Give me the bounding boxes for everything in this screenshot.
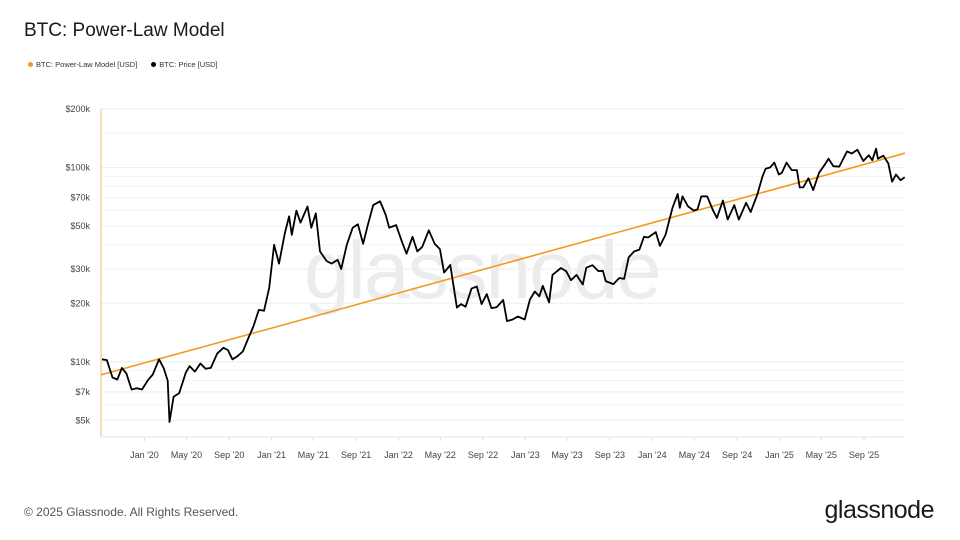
legend-dot-model [28,62,33,67]
x-tick-label: Sep '22 [468,450,498,460]
x-tick-label: May '24 [679,450,710,460]
y-tick-label: $50k [70,221,90,231]
x-tick-label: Jan '20 [130,450,159,460]
x-tick-label: May '22 [425,450,456,460]
y-axis: $200k $100k $70k $50k $30k $20k $10k $7k $5k [65,104,102,437]
y-tick-label: $70k [70,193,90,203]
y-tick-label: $100k [65,162,90,172]
x-tick-label: Sep '25 [849,450,879,460]
y-tick-label: $7k [75,387,90,397]
legend-item-model[interactable]: BTC: Power-Law Model [USD] [28,60,137,69]
x-tick-label: Sep '20 [214,450,244,460]
y-tick-label: $200k [65,104,90,114]
legend-dot-price [151,62,157,67]
x-tick-label: May '23 [552,450,583,460]
y-tick-label: $5k [75,415,90,425]
chart-title: BTC: Power-Law Model [24,20,225,41]
x-tick-label: Jan '22 [384,450,413,460]
y-tick-label: $30k [70,264,90,274]
y-tick-label: $20k [70,298,90,308]
copyright: © 2025 Glassnode. All Rights Reserved. [24,505,239,519]
x-tick-label: May '21 [298,450,329,460]
price-line [101,147,906,423]
series-lines [100,147,906,423]
legend: BTC: Power-Law Model [USD] BTC: Price [U… [28,60,218,69]
x-tick-label: Sep '24 [722,450,752,460]
x-tick-label: May '25 [806,450,837,460]
legend-label-price: BTC: Price [USD] [159,60,218,69]
legend-label-model: BTC: Power-Law Model [USD] [36,60,138,69]
x-tick-label: Sep '21 [341,450,371,460]
glassnode-logo: glassnode [824,496,935,524]
x-tick-label: Jan '25 [765,450,794,460]
x-tick-label: Jan '23 [511,450,540,460]
x-tick-label: May '20 [171,450,202,460]
x-axis: Jan '20 May '20 Sep '20 Jan '21 May '21 Sep '… [101,436,905,460]
legend-item-price[interactable]: BTC: Price [USD] [151,60,218,69]
y-tick-label: $10k [70,357,90,367]
x-tick-label: Sep '23 [595,450,625,460]
x-tick-label: Jan '21 [257,450,286,460]
x-tick-label: Jan '24 [638,450,667,460]
